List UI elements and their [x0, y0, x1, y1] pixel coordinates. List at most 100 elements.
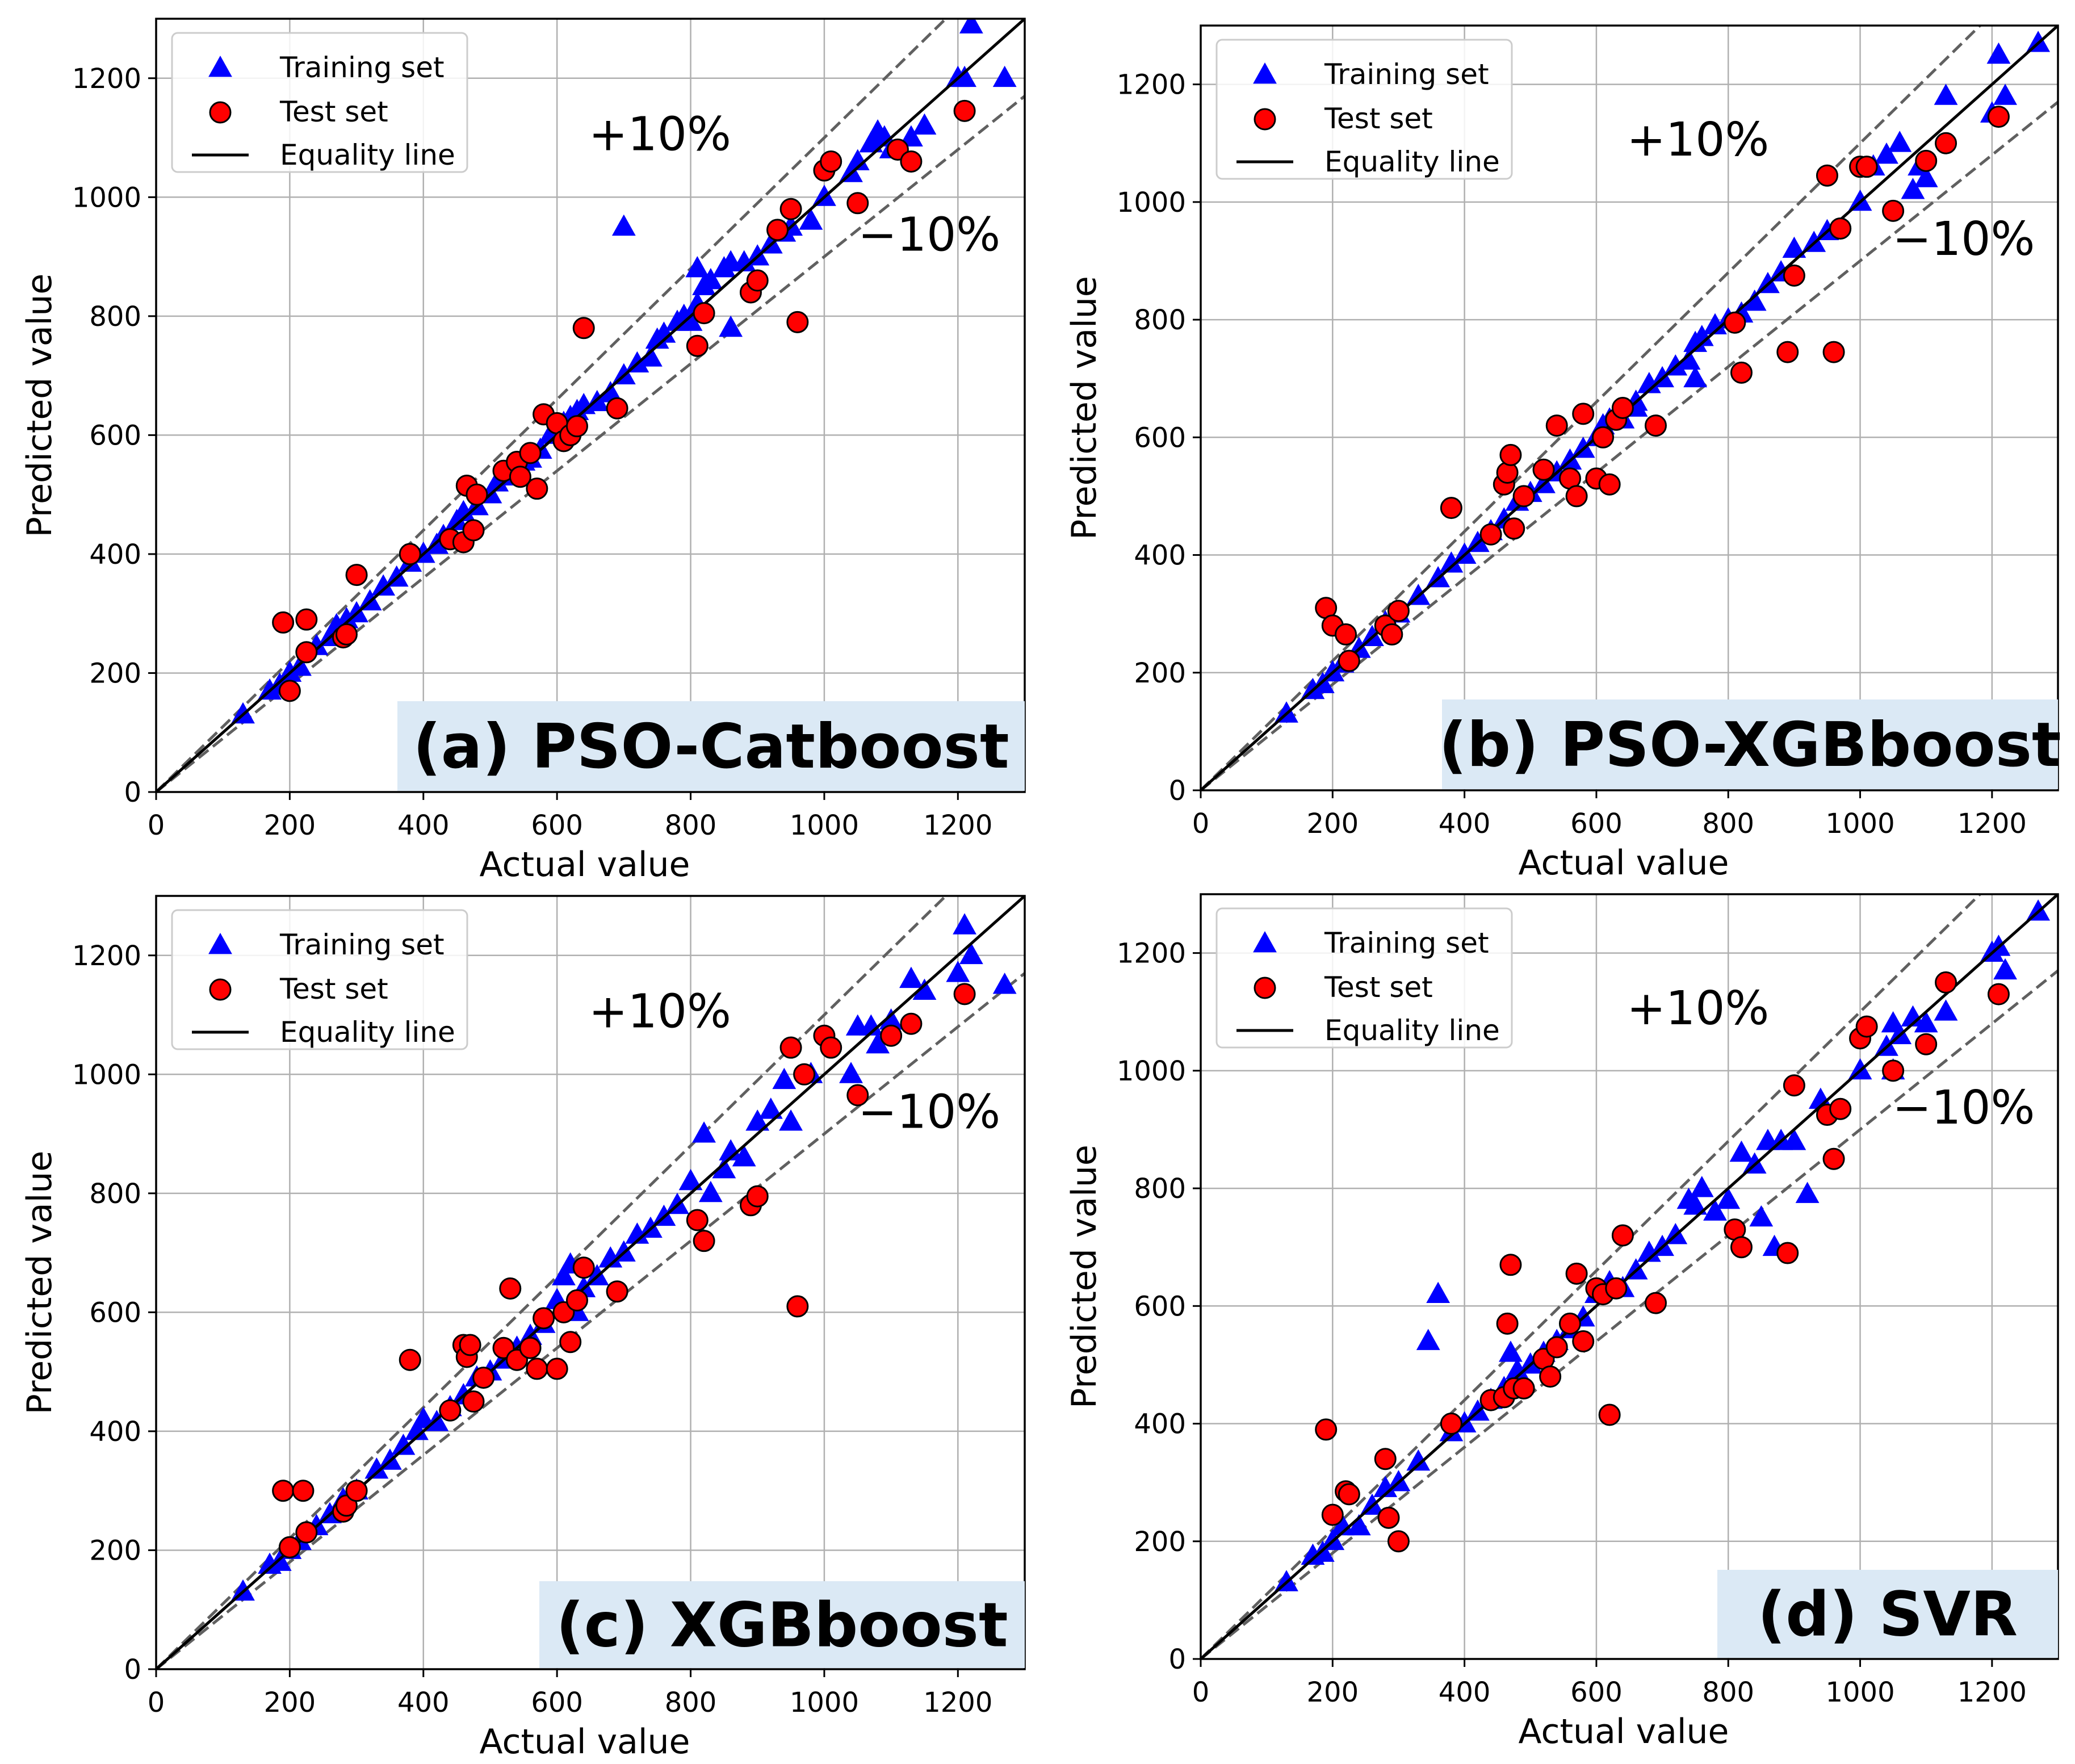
- reference-lines: [1201, 894, 2058, 1659]
- y-tick-label: 0: [124, 1654, 141, 1686]
- training-point: [685, 256, 710, 278]
- panel-title-background: [1442, 699, 2058, 789]
- minus-10-line: [156, 94, 1025, 792]
- test-point: [693, 302, 715, 325]
- training-point: [899, 125, 923, 146]
- test-point: [1440, 497, 1462, 519]
- test-point: [846, 1084, 869, 1107]
- training-point: [866, 1032, 890, 1054]
- chart-panel-d: 0 200 400 600 800 1000 1200 0 200 400 600 800 1000 12…: [1064, 893, 2059, 1752]
- legend-test-label: Test set: [279, 95, 388, 128]
- training-point: [1683, 366, 1708, 388]
- training-point: [959, 942, 983, 965]
- x-axis-label: Actual value: [1519, 1712, 1729, 1752]
- test-point: [272, 611, 295, 634]
- test-point: [1598, 473, 1621, 496]
- legend-triangle-icon: [1253, 931, 1277, 953]
- test-point: [1539, 1365, 1562, 1388]
- test-point: [1499, 443, 1522, 466]
- legend-circle-icon: [1254, 977, 1276, 999]
- legend-training-label: Training set: [279, 928, 445, 961]
- training-point: [334, 607, 359, 628]
- test-point: [399, 1348, 421, 1371]
- test-point: [1987, 983, 2010, 1005]
- test-point: [1315, 1418, 1338, 1441]
- training-point: [992, 973, 1017, 994]
- test-point: [1882, 199, 1905, 222]
- training-point: [799, 208, 823, 230]
- training-point: [639, 345, 663, 367]
- test-point: [1338, 650, 1360, 672]
- legend-equality-label: Equality line: [1324, 145, 1500, 178]
- training-point: [1901, 1005, 1925, 1026]
- minus-10-annotation: −10%: [858, 1086, 1000, 1139]
- test-point: [779, 198, 802, 220]
- legend-box: [171, 32, 468, 173]
- y-tick-label: 200: [1134, 1526, 1186, 1558]
- training-point: [1716, 1187, 1741, 1209]
- test-point: [693, 1230, 715, 1252]
- test-point: [1935, 132, 1957, 154]
- test-point: [1545, 1336, 1568, 1359]
- test-point: [399, 543, 421, 565]
- test-point: [499, 1277, 522, 1300]
- test-point: [459, 1334, 481, 1356]
- test-point: [1598, 1403, 1621, 1426]
- training-point: [912, 113, 937, 135]
- y-tick-label: 1000: [1117, 187, 1186, 219]
- y-tick-label: 0: [1168, 1644, 1186, 1675]
- x-tick-label: 200: [264, 810, 316, 841]
- training-point: [1993, 958, 2017, 980]
- test-point: [295, 1521, 318, 1544]
- test-point: [292, 1480, 315, 1502]
- x-tick-label: 600: [1570, 808, 1623, 840]
- legend-equality-label: Equality line: [1324, 1014, 1500, 1047]
- legend-test-label: Test set: [279, 973, 388, 1005]
- panel-title: (c) XGBboost: [556, 1590, 1008, 1661]
- test-point: [786, 1295, 809, 1318]
- x-tick-label: 400: [1439, 808, 1491, 840]
- x-tick-label: 1000: [790, 810, 859, 841]
- training-point: [598, 381, 623, 403]
- plus-10-line: [156, 896, 948, 1669]
- test-point: [1374, 1448, 1397, 1470]
- test-point: [526, 1357, 548, 1380]
- training-point: [1505, 1358, 1529, 1380]
- x-tick-label: 1200: [923, 1687, 992, 1719]
- training-point: [371, 574, 396, 596]
- test-point: [953, 983, 976, 1005]
- axes-frame: [155, 18, 1026, 793]
- x-tick-label: 0: [1192, 1677, 1210, 1708]
- equality-line: [1201, 894, 2058, 1659]
- test-point: [1724, 311, 1746, 334]
- training-point: [712, 1157, 736, 1179]
- legend-training-label: Training set: [279, 51, 445, 84]
- test-point: [462, 519, 485, 542]
- test-point: [1783, 264, 1805, 287]
- test-point: [606, 1280, 628, 1303]
- y-tick-label: 1000: [1117, 1055, 1186, 1087]
- training-point: [1703, 313, 1727, 334]
- training-point: [1676, 348, 1701, 370]
- test-point: [1440, 1413, 1462, 1435]
- training-point: [912, 978, 937, 1000]
- test-point: [295, 641, 318, 664]
- test-point: [820, 1036, 842, 1059]
- y-tick-label: 1000: [72, 1059, 141, 1091]
- x-tick-label: 400: [1439, 1677, 1491, 1708]
- reference-lines: [1201, 26, 2058, 790]
- plus-10-line: [1201, 26, 1982, 790]
- minus-10-annotation: −10%: [858, 208, 1000, 262]
- axes-frame: [1200, 893, 2059, 1660]
- training-point: [959, 19, 983, 33]
- training-point: [719, 315, 743, 337]
- test-point: [606, 397, 628, 420]
- panel-title: (d) SVR: [1758, 1579, 2018, 1650]
- panel-title: (b) PSO-XGBboost: [1439, 710, 2061, 781]
- axes-frame: [155, 895, 1026, 1670]
- test-points: [1315, 971, 2010, 1553]
- training-point: [1934, 999, 1958, 1021]
- training-point: [1782, 236, 1806, 258]
- training-point: [1499, 1340, 1523, 1362]
